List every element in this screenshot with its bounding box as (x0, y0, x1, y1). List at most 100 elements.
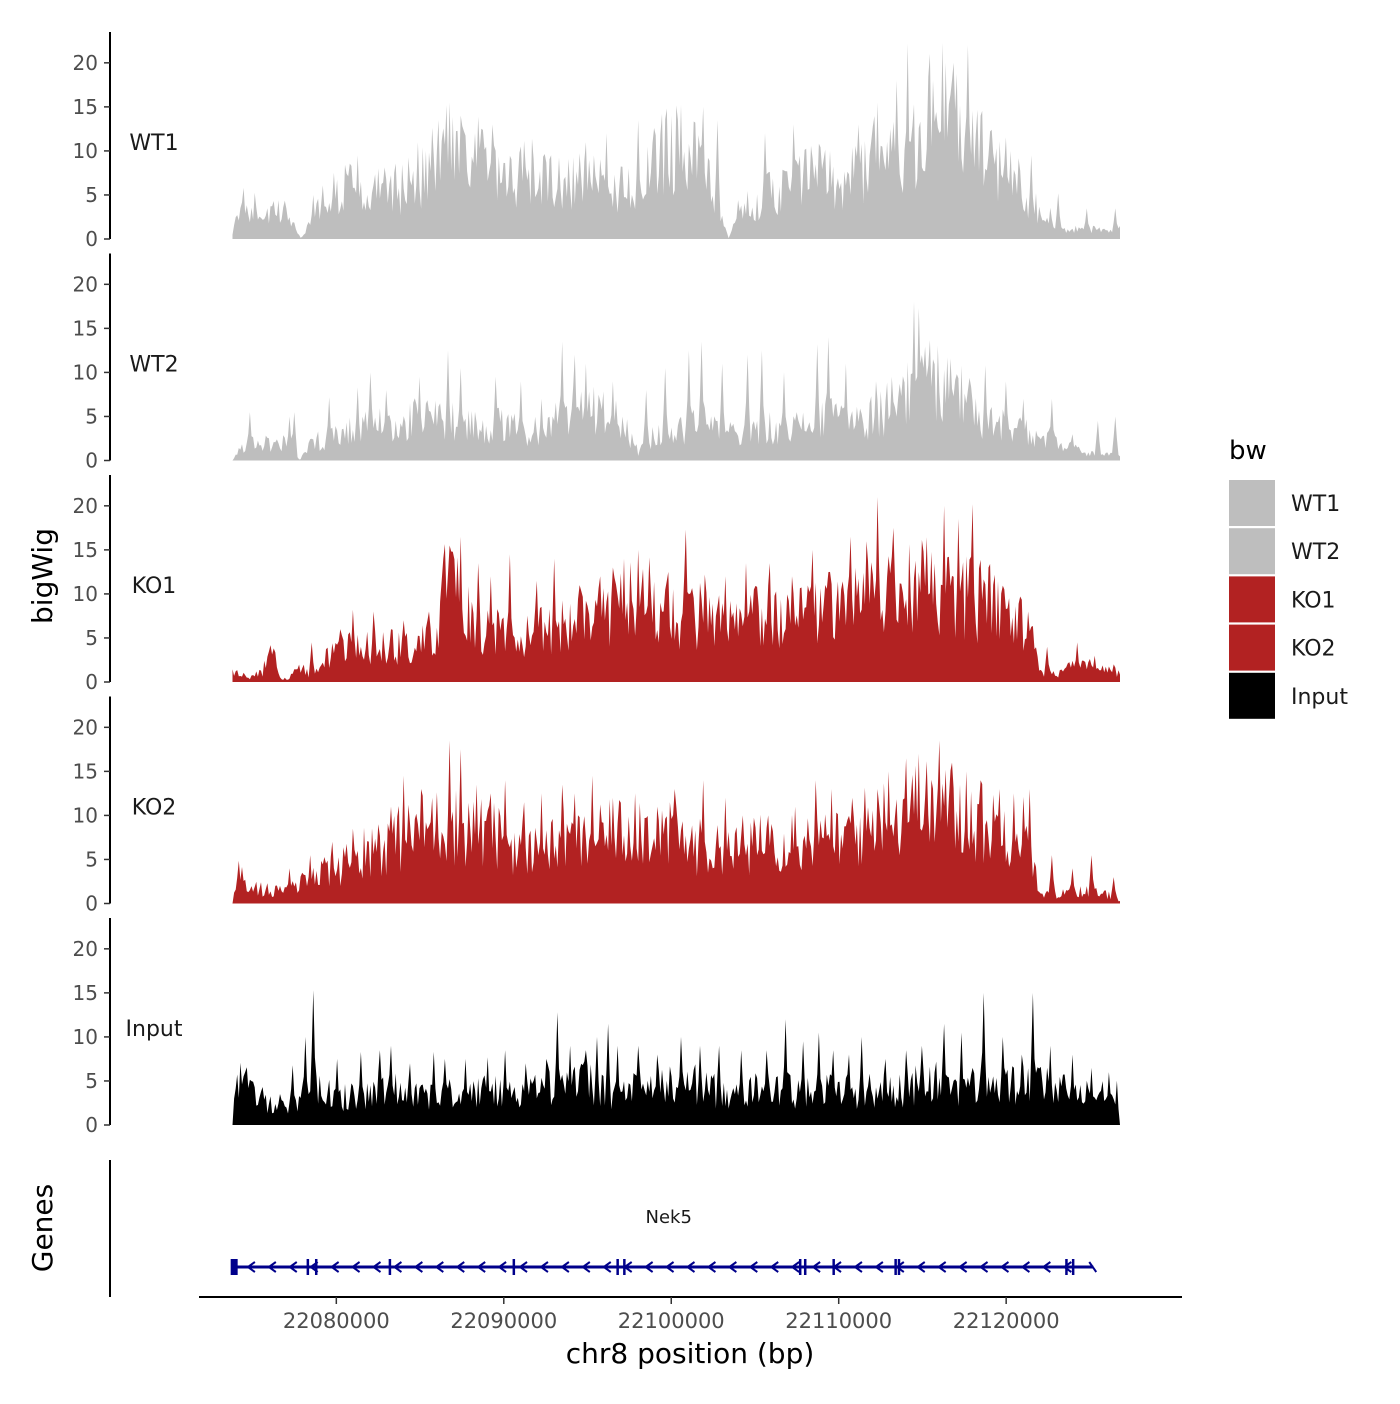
track-label: KO2 (132, 796, 177, 821)
legend-label: WT2 (1291, 540, 1340, 565)
y-axis-title: bigWig (26, 528, 59, 624)
exon (798, 1259, 802, 1275)
strand-chevron (455, 1261, 465, 1273)
y-tick-label: 20 (73, 272, 98, 296)
y-tick-label: 0 (85, 670, 98, 694)
strand-chevron (581, 1261, 591, 1273)
exon (897, 1259, 901, 1275)
y-tick-label: 10 (73, 360, 98, 384)
strand-chevron (978, 1261, 989, 1273)
exon (894, 1259, 897, 1275)
legend-key-WT2 (1229, 528, 1275, 575)
strand-chevron (790, 1261, 800, 1273)
gene-end-mark (1088, 1261, 1098, 1273)
y-tick-label: 5 (85, 183, 98, 207)
y-tick-label: 15 (73, 981, 98, 1005)
y-tick-label: 5 (85, 626, 98, 650)
strand-chevron (267, 1261, 277, 1273)
strand-chevron (727, 1261, 737, 1273)
track-Input: 0 5 10 15 20 Input (73, 918, 1120, 1137)
x-tick-label: 22100000 (618, 1309, 725, 1333)
exon (803, 1259, 807, 1275)
y-tick-label: 5 (85, 1069, 98, 1093)
strand-chevron (413, 1261, 423, 1273)
strand-chevron (350, 1261, 361, 1273)
exon (1071, 1259, 1075, 1275)
y-tick-label: 20 (73, 715, 98, 739)
y-tick-label: 10 (73, 1025, 98, 1049)
track-label: KO1 (132, 574, 177, 599)
strand-chevron (916, 1261, 926, 1273)
strand-chevron (853, 1261, 863, 1273)
y-tick-label: 0 (85, 892, 98, 916)
y-tick-label: 0 (85, 1113, 98, 1137)
strand-chevron (769, 1261, 779, 1273)
y-tick-label: 15 (73, 759, 98, 783)
strand-chevron (497, 1261, 507, 1273)
y-tick-label: 10 (73, 139, 98, 163)
exon (388, 1259, 392, 1275)
strand-chevron (957, 1261, 968, 1273)
x-axis-title: chr8 position (bp) (566, 1337, 815, 1370)
strand-chevron (936, 1261, 947, 1273)
y-tick-label: 15 (73, 538, 98, 562)
y-tick-label: 15 (73, 316, 98, 340)
signal-area-WT2 (232, 301, 1120, 461)
exon (616, 1259, 619, 1275)
strand-chevron (476, 1261, 486, 1273)
legend-label: KO2 (1291, 637, 1336, 662)
signal-area-KO2 (232, 740, 1120, 904)
strand-chevron (329, 1261, 340, 1273)
x-tick-label: 22120000 (953, 1309, 1060, 1333)
strand-chevron (288, 1261, 298, 1273)
exon (314, 1259, 318, 1275)
strand-chevron (874, 1261, 884, 1273)
y-tick-label: 5 (85, 847, 98, 871)
y-tick-label: 5 (85, 404, 98, 428)
legend-label: WT1 (1291, 492, 1340, 517)
track-KO1: 0 5 10 15 20 KO1 (73, 475, 1120, 694)
y-tick-label: 0 (85, 227, 98, 251)
track-label: WT1 (129, 131, 178, 156)
strand-chevron (664, 1261, 675, 1273)
exon (306, 1259, 310, 1275)
strand-chevron (748, 1261, 758, 1273)
y-tick-label: 20 (73, 494, 98, 518)
y-tick-label: 0 (85, 449, 98, 473)
strand-chevron (246, 1261, 256, 1273)
track-WT1: 0 5 10 15 20 WT1 (73, 32, 1120, 251)
strand-chevron (811, 1261, 821, 1273)
strand-chevron (1041, 1261, 1051, 1273)
exon (230, 1259, 238, 1275)
y-tick-label: 15 (73, 95, 98, 119)
legend-key-WT1 (1229, 480, 1275, 526)
x-tick-label: 22080000 (283, 1309, 390, 1333)
legend-key-KO2 (1229, 624, 1275, 671)
y-tick-label: 10 (73, 582, 98, 606)
strand-chevron (685, 1261, 696, 1273)
x-tick-label: 22110000 (785, 1309, 892, 1333)
legend: bw WT1 WT2 KO1 KO2 Input (1229, 436, 1348, 719)
strand-chevron (999, 1261, 1010, 1273)
exon (623, 1259, 626, 1275)
legend-title: bw (1229, 436, 1267, 466)
track-label: WT2 (129, 353, 178, 378)
strand-chevron (434, 1261, 444, 1273)
x-axis: chr8 position (bp) 22080000 22090000 22100… (199, 1296, 1182, 1370)
signal-area-KO1 (232, 497, 1120, 682)
gene-panel-label: Genes (26, 1184, 59, 1272)
y-tick-label: 10 (73, 803, 98, 827)
strand-chevron (1062, 1261, 1072, 1273)
tracks-layer: 0 5 10 15 20 WT1 0 5 10 15 20 WT2 0 5 10 15 20 KO1 0 5 10 15 2… (73, 32, 1120, 1137)
strand-chevron (539, 1261, 549, 1273)
gene-name-label: Nek5 (646, 1207, 692, 1228)
gene-panel: Genes Nek5 (26, 1160, 1098, 1297)
exon (1065, 1259, 1068, 1275)
strand-chevron (602, 1261, 612, 1273)
track-label: Input (126, 1017, 183, 1042)
strand-chevron (518, 1261, 528, 1273)
strand-chevron (643, 1261, 654, 1273)
legend-label: Input (1291, 685, 1348, 710)
